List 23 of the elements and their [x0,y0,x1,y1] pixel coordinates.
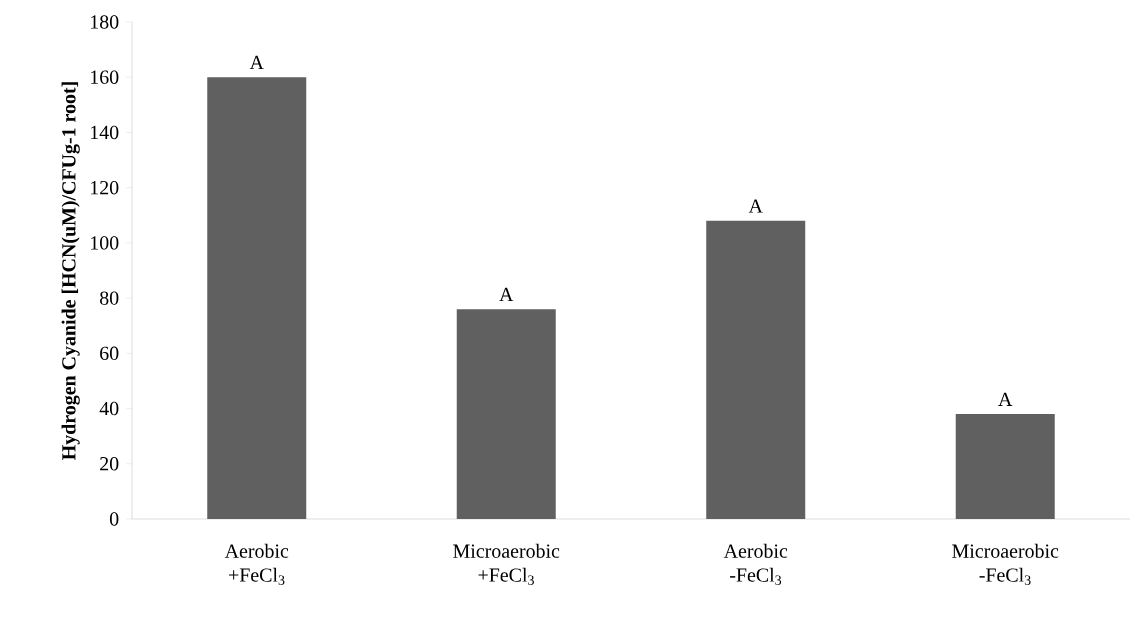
bar [456,309,556,519]
y-tick-label: 0 [109,512,119,526]
y-tick-label: 180 [91,15,119,29]
bar [706,220,806,519]
x-tick-label: Microaerobic +FeCl$_{3}$ [453,543,560,585]
y-tick-label: 60 [100,346,119,361]
y-tick-label: 40 [99,401,119,416]
y-tick-label: 80 [100,291,119,305]
annotation: A [998,392,1013,406]
y-tick-label: 20 [100,457,119,471]
x-tick-label: Aerobic +FeCl$_{3}$ [224,543,289,585]
y-tick-label: 140 [91,125,119,140]
x-tick-label: Aerobic -FeCl$_{3}$ [723,543,788,585]
y-axis-title: Hydrogen Cyanide [HCN(uM)/CFUg-1 root] [61,82,80,460]
annotation: A [499,287,514,301]
annotation: A [748,199,763,213]
y-tick-label: 160 [91,70,119,84]
bar [955,414,1055,519]
annotation: A [249,55,264,70]
x-tick-label: Microaerobic -FeCl$_{3}$ [952,543,1059,585]
y-tick-label: 120 [91,180,119,195]
y-tick-label: 100 [91,236,119,250]
bar [207,77,307,519]
